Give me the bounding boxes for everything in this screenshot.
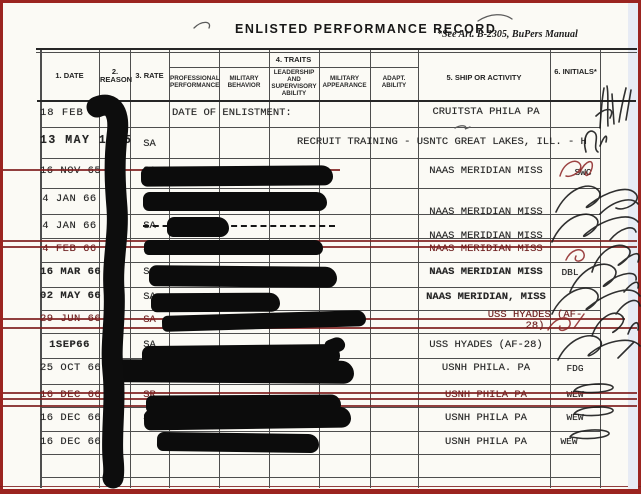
col-header-traits: 4. TRAITS bbox=[275, 55, 312, 64]
initials-cell: WEW bbox=[560, 436, 578, 447]
ship-cell: CRUITSTA PHILA PA bbox=[432, 106, 540, 118]
date-cell: 4 JAN 66 bbox=[42, 193, 97, 205]
ship-cell: USNH PHILA PA bbox=[445, 412, 527, 424]
grid-line-h bbox=[37, 100, 636, 102]
scan-border-inner-line bbox=[0, 486, 641, 487]
grid-line-h bbox=[40, 431, 601, 432]
ship-cell: USNH PHILA PA bbox=[445, 436, 527, 448]
grid-line-h bbox=[40, 477, 601, 478]
note-cell: RECRUIT TRAINING - USNTC GREAT LAKES, IL… bbox=[297, 136, 587, 148]
ship-cell: NAAS MERIDIAN MISS bbox=[429, 266, 543, 278]
grid-line-h bbox=[40, 214, 601, 215]
table-row: 18 FEB 1965 DATE OF ENLISTMENT: CRUITSTA… bbox=[40, 100, 601, 127]
grid-line-h bbox=[40, 454, 601, 455]
ship-cell: USNH PHILA. PA bbox=[441, 362, 531, 374]
date-cell: 02 MAY 66 bbox=[40, 290, 102, 302]
note-cell: DATE OF ENLISTMENT: bbox=[172, 107, 292, 119]
rate-cell: SA bbox=[143, 138, 156, 150]
table-row: 16 DEC 66 SR USNH PHILA PA WEW bbox=[40, 407, 601, 431]
date-cell: 4 JAN 66 bbox=[42, 220, 97, 232]
grid-line-h bbox=[36, 48, 637, 50]
col-header-professional-performance: PROFESSIONAL PERFORMANCE bbox=[170, 75, 220, 89]
col-header-ship: 5. SHIP OR ACTIVITY bbox=[446, 73, 522, 82]
col-header-date: 1. DATE bbox=[55, 71, 84, 80]
table-row: 16 DEC 66 SR USNH PHILA PA WEW bbox=[40, 431, 601, 454]
grid-line-v bbox=[40, 48, 42, 488]
col-header-military-behavior: MILITARY BEHAVIOR bbox=[227, 75, 261, 89]
reference-note: *See Art. B-2305, BuPers Manual bbox=[437, 29, 578, 40]
redaction-bar bbox=[143, 192, 327, 211]
grid-line-h bbox=[40, 238, 601, 239]
col-header-reason: 2. REASON bbox=[100, 67, 133, 84]
scan-border-bottom bbox=[0, 489, 641, 494]
grid-line-h bbox=[40, 262, 601, 263]
grid-line-v bbox=[370, 48, 371, 488]
pen-smudge bbox=[477, 14, 513, 22]
grid-line-v bbox=[418, 48, 419, 488]
date-cell: 1SEP66 bbox=[49, 339, 90, 351]
grid-line-h bbox=[36, 52, 637, 53]
col-header-initials: 6. INITIALS* bbox=[554, 67, 597, 76]
table-row: 1SEP66 SA USS HYADES (AF-28) bbox=[40, 333, 601, 358]
redaction-bar bbox=[143, 406, 352, 431]
redaction-bar bbox=[108, 359, 355, 384]
initials-cell: FDG bbox=[566, 363, 584, 374]
rate-cell: SA bbox=[143, 314, 156, 326]
col-header-military-appearance: MILITARY APPEARANCE bbox=[322, 75, 367, 89]
initials-cell: WEW bbox=[566, 389, 584, 400]
grid-line-v bbox=[550, 48, 551, 488]
red-mark-line bbox=[3, 392, 637, 394]
scan-border-top bbox=[0, 0, 641, 3]
grid-line-h bbox=[40, 384, 601, 385]
date-cell: 16 MAR 66 bbox=[40, 266, 102, 278]
grid-line-h bbox=[40, 188, 601, 189]
grid-line-h bbox=[40, 333, 601, 334]
table-row: 25 OCT 66 USNH PHILA. PA FDG bbox=[40, 358, 601, 384]
dashed-mark-line bbox=[143, 225, 335, 227]
date-cell: 13 MAY 1965 bbox=[40, 134, 133, 147]
date-cell: 18 FEB 1965 bbox=[40, 107, 121, 119]
ship-cell: NAAS MERIDIAN MISS bbox=[429, 230, 543, 242]
date-cell: 16 NOV 65 bbox=[40, 165, 102, 177]
redaction-bar bbox=[144, 240, 323, 255]
ship-cell: NAAS MERIDIAN MISS bbox=[429, 165, 543, 177]
scan-border-left bbox=[0, 0, 3, 494]
initials-cell: WEW bbox=[566, 412, 584, 423]
date-cell: 25 OCT 66 bbox=[40, 362, 102, 374]
ship-cell: NAAS MERIDIAN MISS bbox=[429, 243, 543, 255]
col-header-adaptability: ADAPT. ABILITY bbox=[381, 75, 407, 89]
table-row: 4 JAN 66 SA NAAS MERIDIAN MISS bbox=[40, 214, 601, 242]
redaction-bar bbox=[150, 292, 281, 313]
red-mark-line bbox=[3, 327, 637, 329]
document-title: ENLISTED PERFORMANCE RECORD bbox=[235, 22, 497, 36]
date-cell: 16 DEC 66 bbox=[40, 412, 102, 424]
table-row: 13 MAY 1965 SA RECRUIT TRAINING - USNTC … bbox=[40, 127, 601, 158]
initials-cell: DBL bbox=[561, 267, 579, 278]
grid-line-v bbox=[130, 48, 131, 488]
ship-cell: USS HYADES (AF-28) bbox=[429, 339, 543, 351]
redaction-bar bbox=[156, 431, 320, 454]
redaction-bar bbox=[148, 265, 338, 288]
redaction-bar bbox=[167, 217, 229, 237]
signature-scribble bbox=[595, 85, 632, 129]
date-cell: 16 DEC 66 bbox=[40, 436, 102, 448]
grid-line-h bbox=[40, 158, 601, 159]
grid-line-h bbox=[169, 67, 418, 68]
ship-cell: NAAS MERIDIAN, MISS bbox=[426, 291, 546, 303]
ship-cell: USS HYADES (AF-28) bbox=[487, 309, 583, 332]
date-cell: 4 FEB 66 bbox=[42, 243, 97, 255]
grid-line-h bbox=[40, 127, 601, 128]
col-header-rate: 3. RATE bbox=[135, 71, 164, 80]
pen-smudge bbox=[193, 21, 211, 29]
table-row: 02 MAY 66 SA NAAS MERIDIAN, MISS bbox=[40, 287, 601, 310]
redaction-bar bbox=[140, 165, 334, 187]
initials-cell: SWC bbox=[574, 167, 592, 178]
ship-cell: NAAS MERIDIAN MISS bbox=[429, 206, 543, 218]
col-header-leadership: LEADERSHIP AND SUPERVISORY ABILITY bbox=[271, 69, 317, 97]
